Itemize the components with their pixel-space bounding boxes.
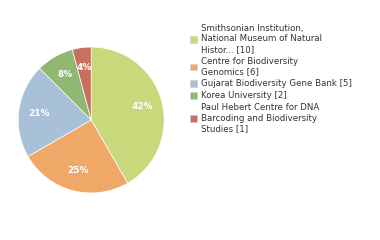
Text: 42%: 42% <box>131 102 153 111</box>
Text: 8%: 8% <box>57 70 73 79</box>
Wedge shape <box>72 47 91 120</box>
Wedge shape <box>40 49 91 120</box>
Wedge shape <box>91 47 164 183</box>
Wedge shape <box>28 120 128 193</box>
Wedge shape <box>18 68 91 156</box>
Text: 25%: 25% <box>67 166 89 175</box>
Legend: Smithsonian Institution,
National Museum of Natural
Histor... [10], Centre for B: Smithsonian Institution, National Museum… <box>190 24 352 133</box>
Text: 21%: 21% <box>28 109 50 118</box>
Text: 4%: 4% <box>77 63 92 72</box>
